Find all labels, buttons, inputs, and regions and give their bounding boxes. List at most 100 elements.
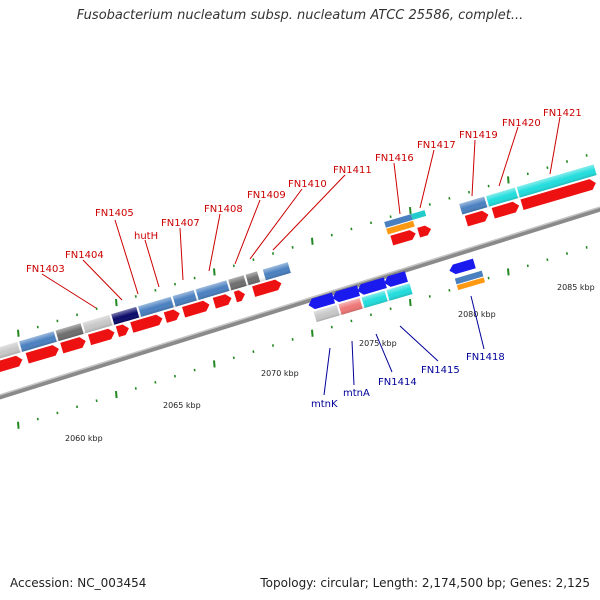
tick-label: 2060 kbp [65, 434, 103, 443]
cds-arrow[interactable] [491, 200, 521, 219]
gene-label-FN1403[interactable]: FN1403 [26, 264, 65, 275]
cds-arrow-reverse[interactable] [448, 258, 476, 276]
gene-label-FN1418[interactable]: FN1418 [466, 352, 505, 363]
gene-label-FN1405[interactable]: FN1405 [95, 208, 134, 219]
major-tick [507, 268, 510, 276]
axis-tick-labels: 2060 kbp 2065 kbp 2070 kbp 2075 kbp 2080… [65, 283, 595, 443]
leader-line [82, 259, 123, 301]
reverse-gloss [313, 283, 413, 323]
forward-cluster-fn1416 [384, 210, 432, 246]
cds-arrow[interactable] [212, 293, 233, 309]
gene-label-FN1410[interactable]: FN1410 [288, 179, 327, 190]
cds-arrow[interactable] [88, 327, 116, 346]
cds-arrow[interactable] [464, 209, 490, 227]
cds-arrow-reverse[interactable] [383, 271, 408, 288]
gene-label-FN1415[interactable]: FN1415 [421, 365, 460, 376]
major-tick [311, 329, 314, 337]
gene-block-FN1418-orange[interactable] [456, 277, 486, 291]
cluster-gloss [459, 164, 597, 215]
genome-summary: Topology: circular; Length: 2,174,500 bp… [260, 576, 590, 590]
cds-arrow-reverse[interactable] [331, 285, 360, 303]
leader-line [249, 188, 303, 260]
gene-label-FN1414[interactable]: FN1414 [378, 377, 417, 388]
tick-label: 2080 kbp [458, 310, 496, 319]
gene-label-FN1411[interactable]: FN1411 [333, 165, 372, 176]
tick-label: 2070 kbp [261, 369, 299, 378]
leader-line [419, 149, 435, 209]
leader-line [208, 213, 221, 272]
gene-label-mtnK[interactable]: mtnK [311, 399, 338, 410]
cds-arrow[interactable] [417, 224, 432, 238]
reverse-cluster-fn1418 [448, 258, 486, 291]
gene-block-FN1416[interactable] [384, 214, 413, 228]
genome-backbone [0, 206, 600, 400]
cds-arrow[interactable] [130, 313, 164, 333]
gene-label-FN1416[interactable]: FN1416 [375, 153, 414, 164]
gene-label-FN1417[interactable]: FN1417 [417, 140, 456, 151]
leader-line [399, 325, 439, 362]
cds-arrow[interactable] [520, 178, 597, 211]
gene-label-mtnA[interactable]: mtnA [343, 388, 370, 399]
gene-label-FN1419[interactable]: FN1419 [459, 130, 498, 141]
leader-line [549, 116, 561, 175]
forward-cluster-fn1419 [459, 164, 597, 227]
leader-line [234, 199, 261, 265]
major-tick [311, 237, 314, 245]
gene-label-FN1407[interactable]: FN1407 [161, 218, 200, 229]
major-tick [409, 298, 412, 307]
cds-arrow-row [0, 278, 283, 374]
cds-arrow[interactable] [233, 289, 247, 303]
accession-label: Accession: NC_003454 [10, 576, 147, 590]
leader-line [375, 333, 393, 373]
genome-backbone-highlight [0, 206, 600, 396]
leader-line [144, 239, 160, 288]
major-tick [17, 421, 20, 429]
gene-label-FN1421[interactable]: FN1421 [543, 108, 582, 119]
leader-line [114, 219, 139, 295]
leader-line [272, 174, 346, 251]
genome-title: Fusobacterium nucleatum subsp. nucleatum… [76, 8, 524, 23]
leader-line [179, 227, 184, 281]
upper-tick-track [17, 154, 588, 337]
cds-arrow-reverse[interactable] [356, 277, 387, 296]
cds-arrow[interactable] [115, 323, 131, 337]
tick-label: 2065 kbp [163, 401, 201, 410]
cds-arrow[interactable] [252, 278, 283, 297]
cds-arrow[interactable] [182, 299, 211, 318]
gene-label-FN1420[interactable]: FN1420 [502, 118, 541, 129]
cds-arrow[interactable] [163, 308, 181, 323]
major-tick [115, 298, 118, 307]
major-tick [507, 176, 510, 184]
cds-arrow[interactable] [390, 229, 417, 246]
major-tick [115, 390, 118, 399]
leader-line [323, 347, 331, 396]
gene-block-FN1418[interactable] [454, 270, 484, 285]
forward-lane-gloss [0, 262, 291, 361]
leader-line [41, 273, 97, 309]
leader-line [351, 340, 355, 386]
major-tick [409, 206, 412, 215]
tick-label: 2085 kbp [557, 283, 595, 292]
major-tick [213, 360, 216, 368]
gene-label-FN1404[interactable]: FN1404 [65, 250, 104, 261]
cds-arrow[interactable] [60, 336, 87, 354]
cds-arrow-reverse[interactable] [307, 292, 336, 311]
leader-line [393, 162, 401, 215]
gene-block-FN1416-orange[interactable] [386, 220, 415, 235]
major-tick [17, 329, 20, 337]
gene-label-FN1409[interactable]: FN1409 [247, 190, 286, 201]
reverse-strand-cluster [307, 271, 413, 323]
leader-line [471, 139, 476, 197]
forward-strand-lane [0, 262, 291, 374]
forward-gene-labels: FN1403 FN1404 FN1405 hutH FN1407 FN1408 … [26, 108, 582, 309]
gene-label-FN1408[interactable]: FN1408 [204, 204, 243, 215]
leader-line [470, 295, 485, 350]
tick-label: 2075 kbp [359, 339, 397, 348]
gene-block-FN1417[interactable] [411, 210, 427, 220]
cds-arrow[interactable] [25, 344, 61, 364]
major-tick [213, 268, 216, 276]
gene-label-hutH[interactable]: hutH [134, 231, 158, 242]
cds-arrow[interactable] [0, 354, 24, 374]
